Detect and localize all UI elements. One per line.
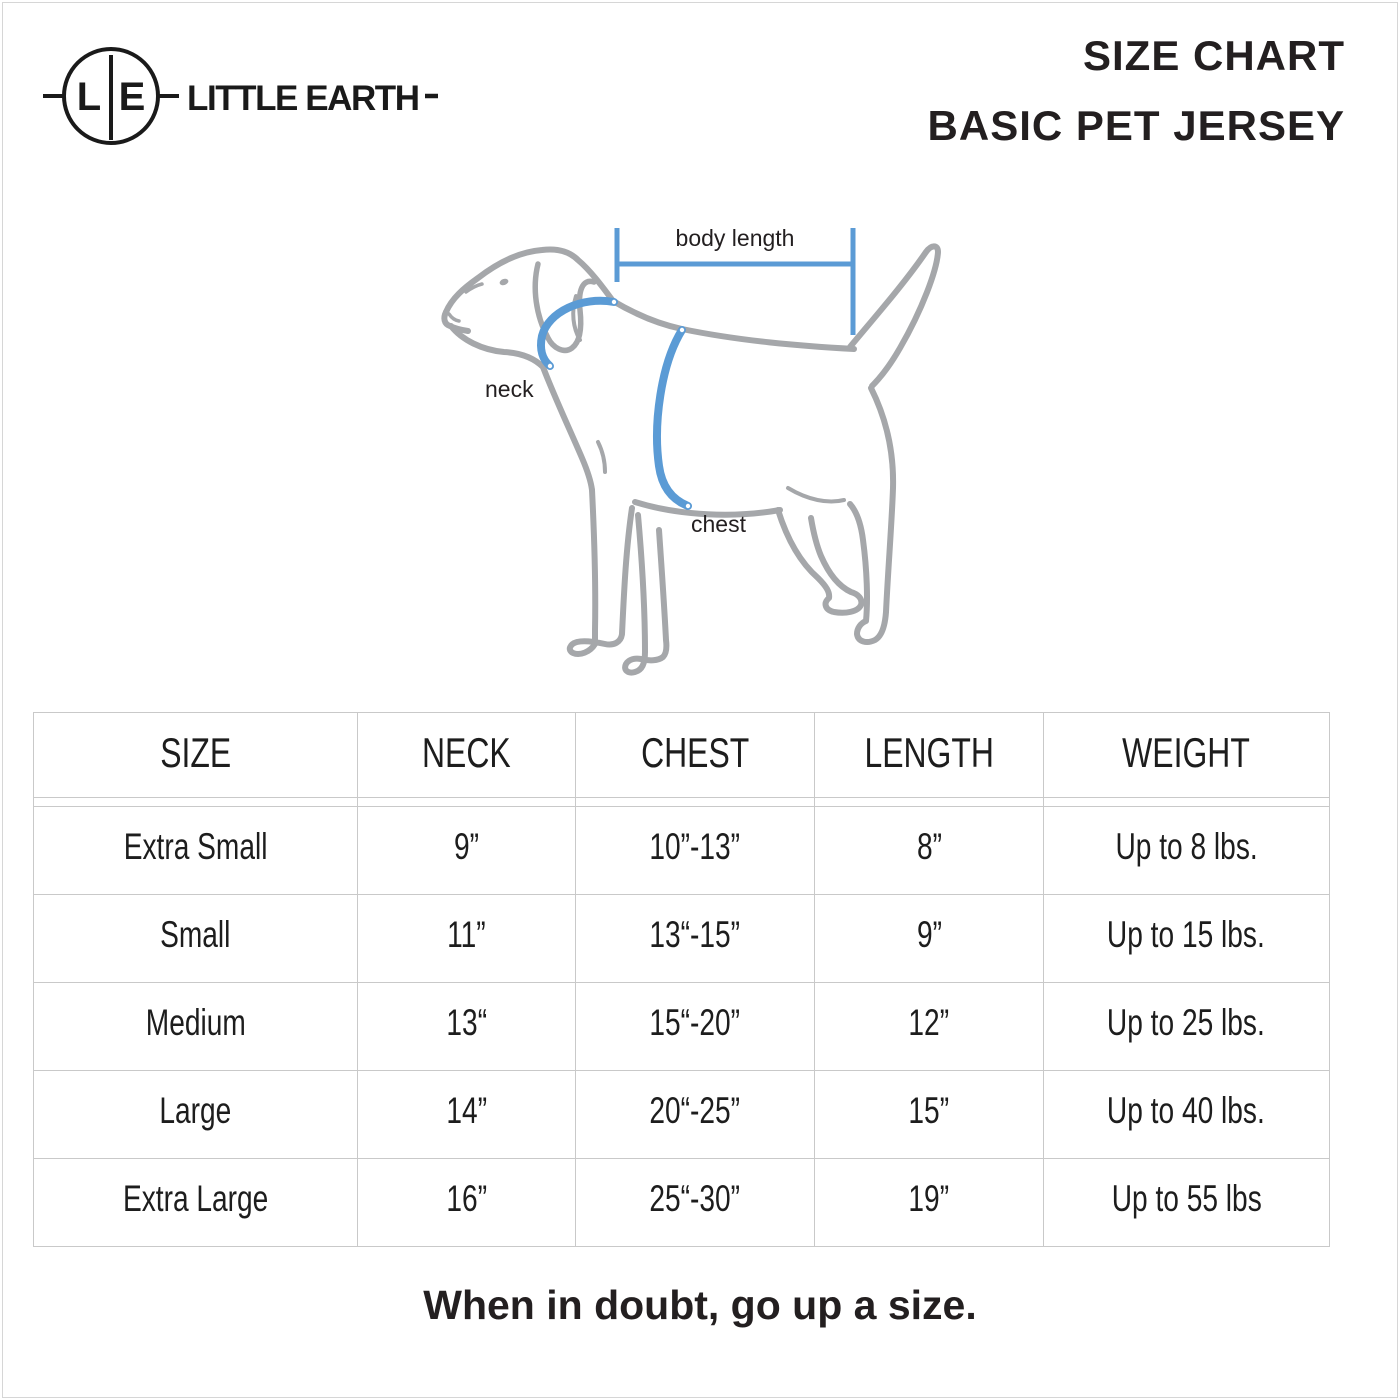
header-separator-row [33, 797, 1331, 807]
size-cell: Small [33, 894, 358, 983]
table-row: Extra Large 16” 25“-30” 19” Up to 55 lbs [33, 1158, 1331, 1247]
body-length-label: body length [676, 225, 795, 251]
weight-cell: Up to 8 lbs. [1042, 806, 1331, 895]
length-cell: 12” [814, 982, 1044, 1071]
dog-outline-icon [441, 243, 941, 676]
neck-cell: 11” [357, 894, 576, 983]
neck-cell: 13“ [357, 982, 576, 1071]
chest-label: chest [691, 511, 747, 537]
size-cell: Medium [33, 982, 358, 1071]
little-earth-logo: L E LITTLE EARTH [43, 47, 438, 145]
table-row: Large 14” 20“-25” 15” Up to 40 lbs. [33, 1070, 1331, 1159]
col-header-chest: CHEST [574, 712, 816, 798]
length-cell: 19” [814, 1158, 1044, 1247]
weight-cell: Up to 40 lbs. [1042, 1070, 1331, 1159]
col-header-length: LENGTH [814, 712, 1044, 798]
table-row: Small 11” 13“-15” 9” Up to 15 lbs. [33, 894, 1331, 983]
table-header-row: SIZE NECK CHEST LENGTH WEIGHT [33, 712, 1331, 798]
logo-circle [62, 47, 160, 145]
length-cell: 15” [814, 1070, 1044, 1159]
chest-cell: 20“-25” [574, 1070, 816, 1159]
weight-cell: Up to 55 lbs [1042, 1158, 1331, 1247]
col-header-neck: NECK [357, 712, 576, 798]
size-table: SIZE NECK CHEST LENGTH WEIGHT Extra Smal… [33, 712, 1331, 1247]
logo-mark-icon [43, 47, 179, 145]
measurement-marks [537, 228, 856, 510]
page-subtitle: BASIC PET JERSEY [927, 102, 1345, 149]
length-cell: 8” [814, 806, 1044, 895]
weight-cell: Up to 15 lbs. [1042, 894, 1331, 983]
neck-cell: 14” [357, 1070, 576, 1159]
logo-letter-l: L [77, 75, 101, 119]
sizing-advice-note: When in doubt, go up a size. [423, 1282, 977, 1328]
chest-cell: 15“-20” [574, 982, 816, 1071]
weight-cell: Up to 25 lbs. [1042, 982, 1331, 1071]
brand-name: LITTLE EARTH [187, 79, 422, 118]
col-header-weight: WEIGHT [1042, 712, 1331, 798]
measure-endpoint-dots [547, 299, 691, 509]
body-length-measure-line [614, 228, 856, 335]
chest-cell: 25“-30” [574, 1158, 816, 1247]
chest-cell: 10”-13” [574, 806, 816, 895]
size-cell: Large [33, 1070, 358, 1159]
chest-measure-band [653, 326, 692, 510]
page-title-block: SIZE CHART BASIC PET JERSEY [928, 34, 1345, 148]
page-title: SIZE CHART [1083, 32, 1345, 79]
size-cell: Extra Large [33, 1158, 358, 1247]
neck-label: neck [485, 376, 534, 402]
table-row: Medium 13“ 15“-20” 12” Up to 25 lbs. [33, 982, 1331, 1071]
logo-letter-e: E [119, 75, 146, 119]
dog-eye [499, 278, 509, 286]
neck-cell: 9” [357, 806, 576, 895]
neck-cell: 16” [357, 1158, 576, 1247]
table-row: Extra Small 9” 10”-13” 8” Up to 8 lbs. [33, 806, 1331, 895]
neck-measure-band [537, 296, 618, 370]
size-cell: Extra Small [33, 806, 358, 895]
length-cell: 9” [814, 894, 1044, 983]
dog-measurement-diagram: body length neck chest [441, 225, 941, 676]
col-header-size: SIZE [33, 712, 358, 798]
chest-cell: 13“-15” [574, 894, 816, 983]
